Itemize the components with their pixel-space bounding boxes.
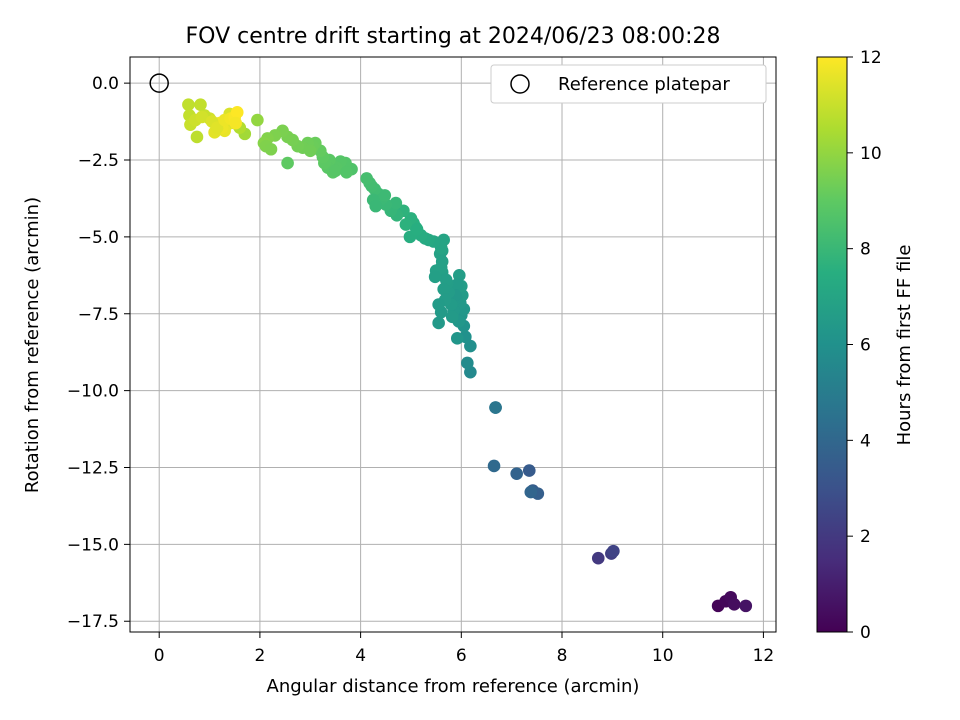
scatter-point [399,218,413,231]
scatter-point [329,164,342,178]
scatter-point [281,156,294,170]
scatter-point [450,332,464,345]
colorbar-tick-label: 4 [860,431,871,451]
y-axis-label: Rotation from reference (arcmin) [22,197,43,493]
scatter-point [194,98,207,111]
scatter-point [182,98,195,111]
scatter-point [360,172,373,185]
scatter-point [727,598,741,611]
y-tick-label: −15.0 [67,535,119,555]
x-tick-label: 2 [254,646,265,666]
scatter-point [340,166,353,179]
scatter-point [432,298,445,311]
x-axis-label: Angular distance from reference (arcmin) [267,676,640,697]
y-tick-label: −2.5 [78,151,119,171]
x-tick-label: 6 [456,646,467,666]
grid [130,57,776,632]
scatter-point [432,316,445,330]
scatter-point [464,339,477,353]
x-tick-label: 10 [652,646,674,666]
scatter-point [378,189,392,202]
x-axis-ticks: 0 2 4 6 8 10 12 [154,632,774,666]
scatter-point [410,222,424,236]
colorbar-tick-label: 6 [860,336,871,356]
scatter-point [210,121,224,135]
scatter-point [190,130,204,144]
scatter-point [524,485,538,499]
scatter-point [607,544,620,558]
x-tick-label: 12 [753,646,775,666]
scatter-point [428,270,442,284]
scatter-point [522,464,536,477]
x-tick-label: 4 [355,646,366,666]
scatter-point [369,199,383,213]
x-tick-label: 8 [557,646,568,666]
scatter-point [450,278,464,291]
scatter-point [461,356,474,370]
colorbar-tick-label: 0 [860,623,871,643]
colorbar-tick-label: 10 [860,144,882,164]
colorbar-tick-label: 8 [860,240,871,260]
scatter-point [230,106,244,119]
y-tick-label: −12.5 [67,458,119,478]
scatter-point [251,113,264,127]
x-tick-label: 0 [154,646,165,666]
legend-label: Reference platepar [558,74,730,95]
y-tick-label: −10.0 [67,382,119,402]
scatter-point [195,110,209,124]
scatter-point [591,551,605,565]
legend: Reference platepar [490,64,767,104]
chart-title: FOV centre drift starting at 2024/06/23 … [186,24,721,49]
colorbar-tick-label: 2 [860,527,871,547]
scatter-point [437,282,450,296]
scatter-points [182,98,753,613]
colorbar-label: Hours from first FF file [894,245,915,446]
scatter-point [510,467,523,480]
plot-frame [129,56,777,633]
scatter-point [435,255,449,268]
scatter-point [229,116,243,130]
y-axis-ticks: 0.0 −2.5 −5.0 −7.5 −10.0 −12.5 −15.0 −17.5 [67,74,130,632]
colorbar-ticks: 0 2 4 6 8 10 12 [847,48,882,643]
colorbar-tick-label: 12 [860,48,882,68]
y-tick-label: −7.5 [78,305,119,325]
scatter-point [445,310,459,324]
scatter-point [487,459,501,473]
y-tick-label: −5.0 [78,228,119,248]
colorbar [816,56,848,633]
legend-marker [510,74,530,94]
scatter-point [739,599,753,613]
scatter-point [489,401,502,414]
y-tick-label: −17.5 [67,612,119,632]
y-tick-label: 0.0 [92,74,119,94]
scatter-point [303,144,317,158]
legend-box [490,64,767,104]
reference-platepar-marker [149,73,169,93]
scatter-point [264,142,278,156]
scatter-point [389,196,403,210]
